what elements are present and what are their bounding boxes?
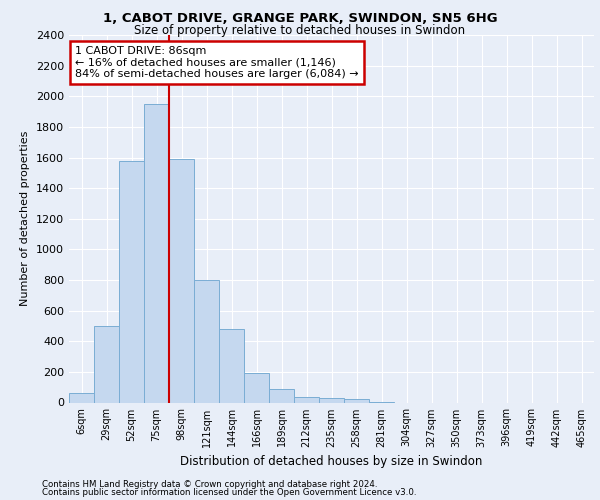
Bar xyxy=(244,372,269,402)
Bar xyxy=(319,398,344,402)
Bar xyxy=(169,159,194,402)
Text: Contains public sector information licensed under the Open Government Licence v3: Contains public sector information licen… xyxy=(42,488,416,497)
Text: 1, CABOT DRIVE, GRANGE PARK, SWINDON, SN5 6HG: 1, CABOT DRIVE, GRANGE PARK, SWINDON, SN… xyxy=(103,12,497,26)
Bar xyxy=(219,329,244,402)
Bar xyxy=(294,397,319,402)
Bar xyxy=(94,326,119,402)
Bar xyxy=(119,160,144,402)
X-axis label: Distribution of detached houses by size in Swindon: Distribution of detached houses by size … xyxy=(181,455,482,468)
Bar xyxy=(69,394,94,402)
Bar xyxy=(269,388,294,402)
Text: 1 CABOT DRIVE: 86sqm
← 16% of detached houses are smaller (1,146)
84% of semi-de: 1 CABOT DRIVE: 86sqm ← 16% of detached h… xyxy=(76,46,359,79)
Bar xyxy=(344,400,369,402)
Text: Contains HM Land Registry data © Crown copyright and database right 2024.: Contains HM Land Registry data © Crown c… xyxy=(42,480,377,489)
Text: Size of property relative to detached houses in Swindon: Size of property relative to detached ho… xyxy=(134,24,466,37)
Bar xyxy=(144,104,169,403)
Y-axis label: Number of detached properties: Number of detached properties xyxy=(20,131,31,306)
Bar xyxy=(194,280,219,402)
